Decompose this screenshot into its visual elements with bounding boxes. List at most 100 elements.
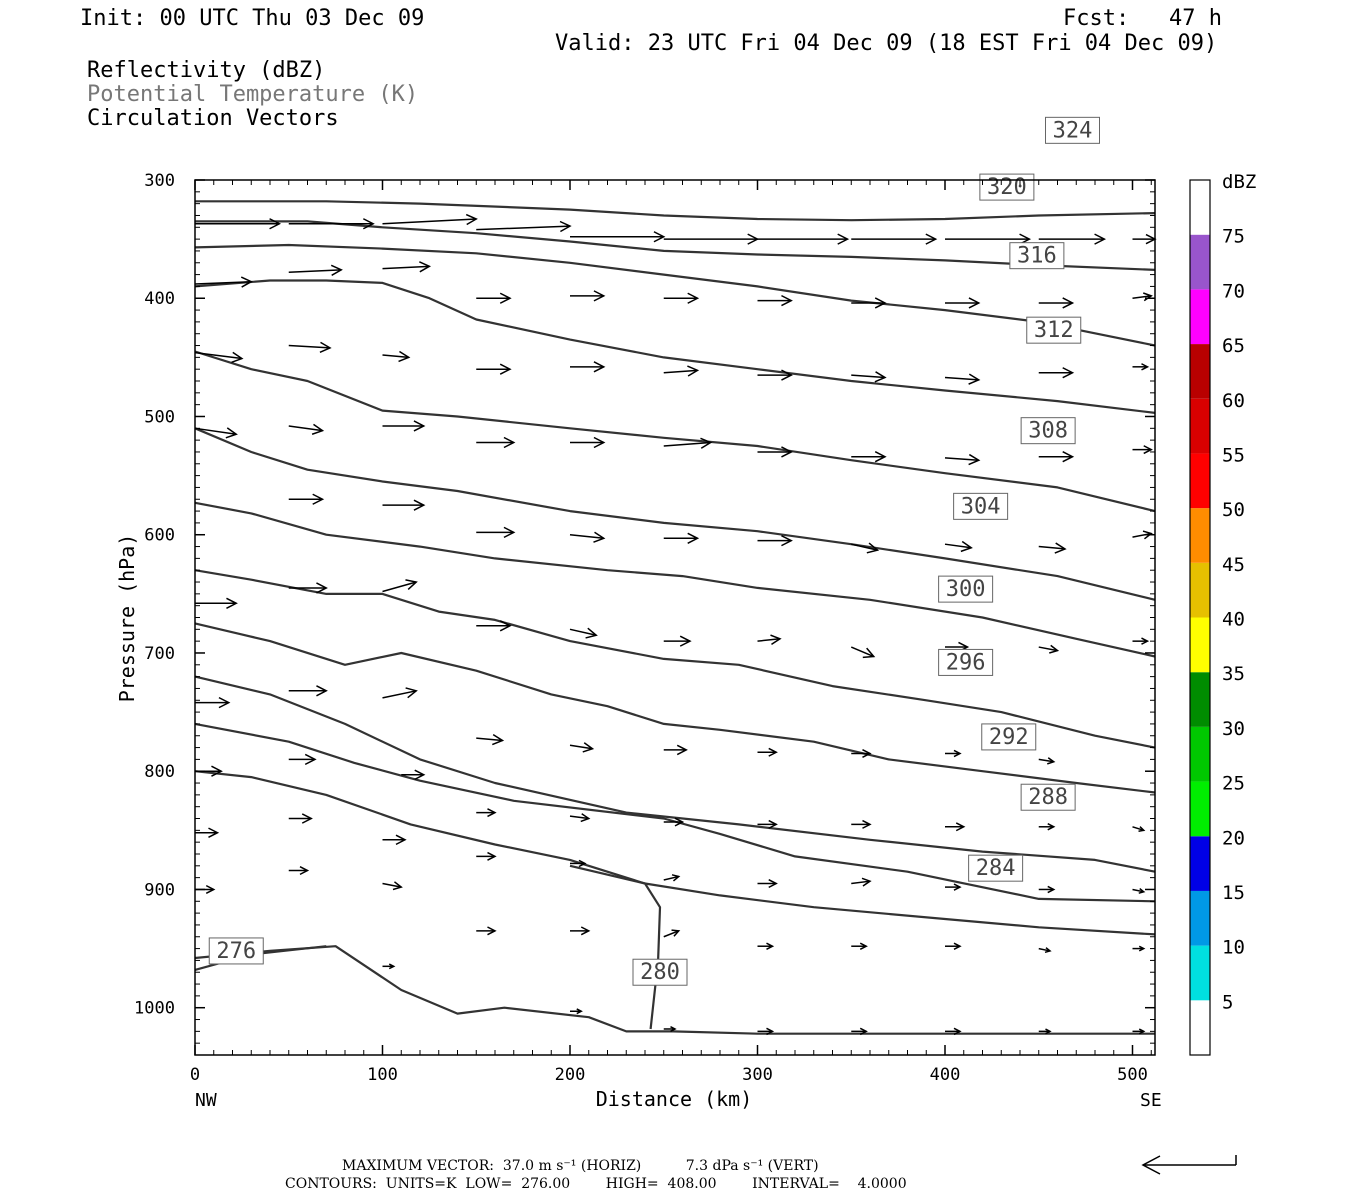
circulation-vector [570, 926, 591, 936]
legend-swatch [1190, 781, 1210, 837]
legend-swatch [1190, 672, 1210, 727]
init-time: Init: 00 UTC Thu 03 Dec 09 [80, 6, 425, 31]
theta-contour-328 [195, 200, 1156, 222]
circulation-vector [945, 822, 966, 832]
circulation-vector [476, 436, 516, 449]
circulation-vector [1038, 297, 1075, 309]
field-potential-temperature: Potential Temperature (K) [87, 82, 419, 107]
circulation-vector [382, 579, 418, 593]
circulation-vector [288, 341, 332, 354]
contour-label-box [1045, 116, 1100, 144]
contour-label: 304 [961, 494, 1001, 519]
legend-swatch-none [1190, 1000, 1210, 1055]
circulation-vector [1038, 757, 1056, 765]
circulation-vector [476, 808, 497, 818]
circulation-vector [570, 361, 606, 373]
circulation-vector [663, 292, 700, 304]
circulation-vector [569, 627, 598, 639]
theta-contour-308 [194, 427, 1156, 601]
circulation-vector [570, 290, 606, 302]
legend-swatch [1190, 453, 1210, 509]
legend-level-label: 15 [1222, 882, 1245, 904]
circulation-vector [1038, 947, 1052, 954]
circulation-vector [851, 233, 938, 245]
contour-label-box [208, 937, 264, 965]
legend-level-label: 5 [1222, 991, 1233, 1013]
circulation-vector [851, 877, 872, 887]
legend-frame [1189, 179, 1211, 1056]
circulation-vector [476, 620, 512, 632]
contour-label-box [938, 648, 994, 676]
circulation-vector [1038, 823, 1056, 831]
circulation-vector [382, 881, 403, 891]
circulation-vector [663, 437, 713, 449]
circulation-vector [757, 819, 778, 829]
x-tick-label: 500 [1117, 1065, 1148, 1085]
circulation-vector [850, 646, 876, 659]
circulation-vector [476, 220, 572, 233]
circulation-vector [1132, 826, 1146, 832]
contour-label: 320 [987, 175, 1027, 200]
valid-time: Valid: 23 UTC Fri 04 Dec 09 (18 EST Fri … [555, 31, 1218, 56]
y-tick-label: 300 [144, 171, 175, 191]
circulation-vector [945, 1027, 962, 1036]
circulation-vector [195, 827, 220, 838]
x-left-label: NW [195, 1090, 217, 1111]
y-axis-label: Pressure (hPa) [115, 534, 139, 703]
contour-label-box [938, 575, 994, 603]
theta-contour-296 [194, 622, 1156, 794]
legend-level-label: 35 [1222, 663, 1245, 685]
legend-level-label: 40 [1222, 609, 1245, 631]
legend-level-label: 25 [1222, 773, 1245, 795]
legend-swatch [1190, 398, 1210, 454]
circulation-vector [663, 365, 700, 377]
circulation-vector [944, 453, 981, 466]
theta-contour-284 [194, 770, 1156, 936]
theta-contour-280 [569, 864, 662, 1030]
contour-label-box [1009, 242, 1065, 270]
circulation-vector [570, 1008, 583, 1015]
circulation-vector [570, 231, 666, 243]
contour-label: 288 [1028, 785, 1068, 810]
contour-label-box [953, 492, 1009, 520]
circulation-vector [1038, 367, 1075, 379]
circulation-vector [757, 233, 850, 245]
legend-swatch [1190, 562, 1210, 618]
legend-level-label: 50 [1222, 499, 1245, 521]
circulation-vector [663, 744, 688, 756]
circulation-vector [1132, 292, 1153, 302]
contour-label: 300 [946, 577, 986, 602]
circulation-vector [1038, 644, 1060, 654]
x-tick-label: 200 [555, 1065, 586, 1085]
circulation-vector [194, 276, 253, 288]
circulation-vector [757, 446, 793, 458]
circulation-vector [757, 1027, 775, 1036]
circulation-vector [663, 817, 685, 827]
circulation-vector [194, 351, 244, 363]
circulation-vector [757, 747, 778, 757]
circulation-vector [1132, 887, 1146, 894]
circulation-vector [1038, 233, 1107, 245]
circulation-vector [757, 634, 782, 645]
circulation-vector [757, 534, 793, 547]
circulation-vector [944, 540, 973, 553]
circulation-vector [382, 687, 418, 699]
theta-contour-300 [194, 569, 1156, 749]
circulation-vector [757, 879, 778, 889]
theta-contour-280 [194, 945, 1155, 1035]
legend-swatch [1190, 890, 1210, 946]
circulation-vector [476, 292, 512, 304]
circulation-vector [476, 733, 505, 746]
theta-contour-304 [194, 501, 1156, 658]
max-vector-note: MAXIMUM VECTOR: 37.0 m s⁻¹ (HORIZ) 7.3 d… [342, 1158, 819, 1174]
contour-label-box [1020, 783, 1076, 811]
circulation-vector [757, 294, 793, 307]
contour-label: 308 [1028, 419, 1068, 444]
legend-swatch [1190, 836, 1210, 891]
x-tick-label: 300 [742, 1065, 773, 1085]
circulation-vector [382, 834, 407, 846]
circulation-vector [570, 859, 587, 868]
theta-contour-324 [195, 220, 1156, 271]
contour-label: 324 [1053, 118, 1093, 143]
